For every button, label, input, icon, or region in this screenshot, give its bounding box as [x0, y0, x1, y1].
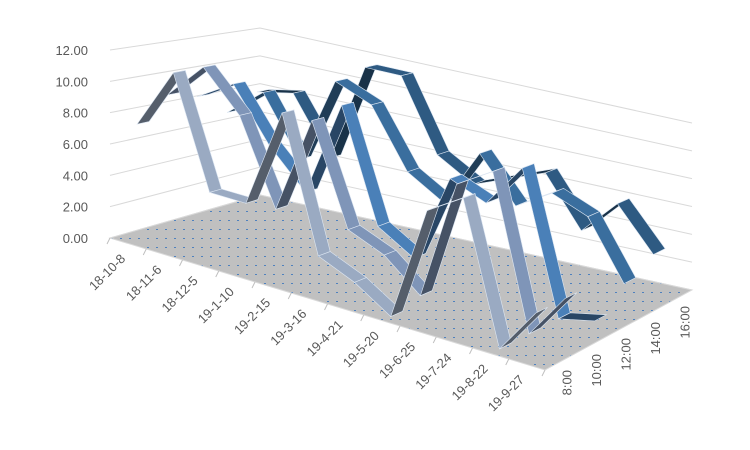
category-tick	[396, 325, 401, 333]
y-tick-label: 6.00	[63, 137, 88, 152]
category-label: 18-11-6	[123, 262, 165, 304]
category-label: 19-7-24	[412, 350, 454, 392]
category-label: 19-5-20	[340, 328, 382, 370]
gridline	[109, 55, 693, 152]
series-1000	[166, 64, 578, 335]
category-tick	[106, 237, 111, 245]
y-tick-label: 0.00	[63, 231, 88, 246]
category-label: 19-3-16	[267, 306, 309, 348]
depth-label: 14:00	[648, 322, 663, 355]
y-tick-label: 4.00	[63, 168, 88, 183]
category-label: 19-1-10	[195, 284, 237, 326]
y-tick-label: 10.00	[55, 74, 88, 89]
depth-label: 10:00	[589, 354, 604, 387]
series-segment	[616, 198, 666, 255]
category-tick	[251, 281, 256, 289]
depth-label: 16:00	[677, 306, 692, 339]
series-segment	[499, 306, 548, 350]
category-label: 19-2-15	[231, 295, 273, 337]
category-tick	[179, 259, 183, 267]
y-tick-label: 12.00	[55, 43, 88, 58]
category-tick	[541, 369, 546, 377]
series-segment	[370, 101, 420, 173]
category-tick	[287, 292, 292, 300]
category-label: 19-6-25	[376, 339, 418, 381]
category-tick	[360, 314, 365, 322]
category-tick	[505, 358, 510, 366]
y-tick-label: 2.00	[63, 200, 88, 215]
series-segment	[587, 211, 637, 285]
gridline	[109, 27, 693, 124]
series-800	[136, 70, 548, 350]
depth-label: 12:00	[619, 338, 634, 371]
category-tick	[432, 336, 437, 344]
category-label: 19-9-27	[485, 372, 527, 414]
category-tick	[142, 248, 147, 256]
category-tick	[469, 347, 473, 355]
series-segment	[172, 70, 222, 193]
y-tick-label: 8.00	[63, 106, 88, 121]
category-label: 19-8-22	[448, 361, 490, 403]
series-segment	[400, 72, 450, 156]
category-label: 18-10-8	[86, 251, 128, 293]
category-tick	[324, 303, 328, 311]
depth-label: 8:00	[560, 370, 575, 395]
series-segment	[528, 292, 578, 335]
category-label: 19-4-21	[303, 317, 345, 359]
category-tick	[215, 270, 220, 278]
series-segment	[557, 312, 608, 322]
category-label: 18-12-5	[158, 273, 200, 315]
